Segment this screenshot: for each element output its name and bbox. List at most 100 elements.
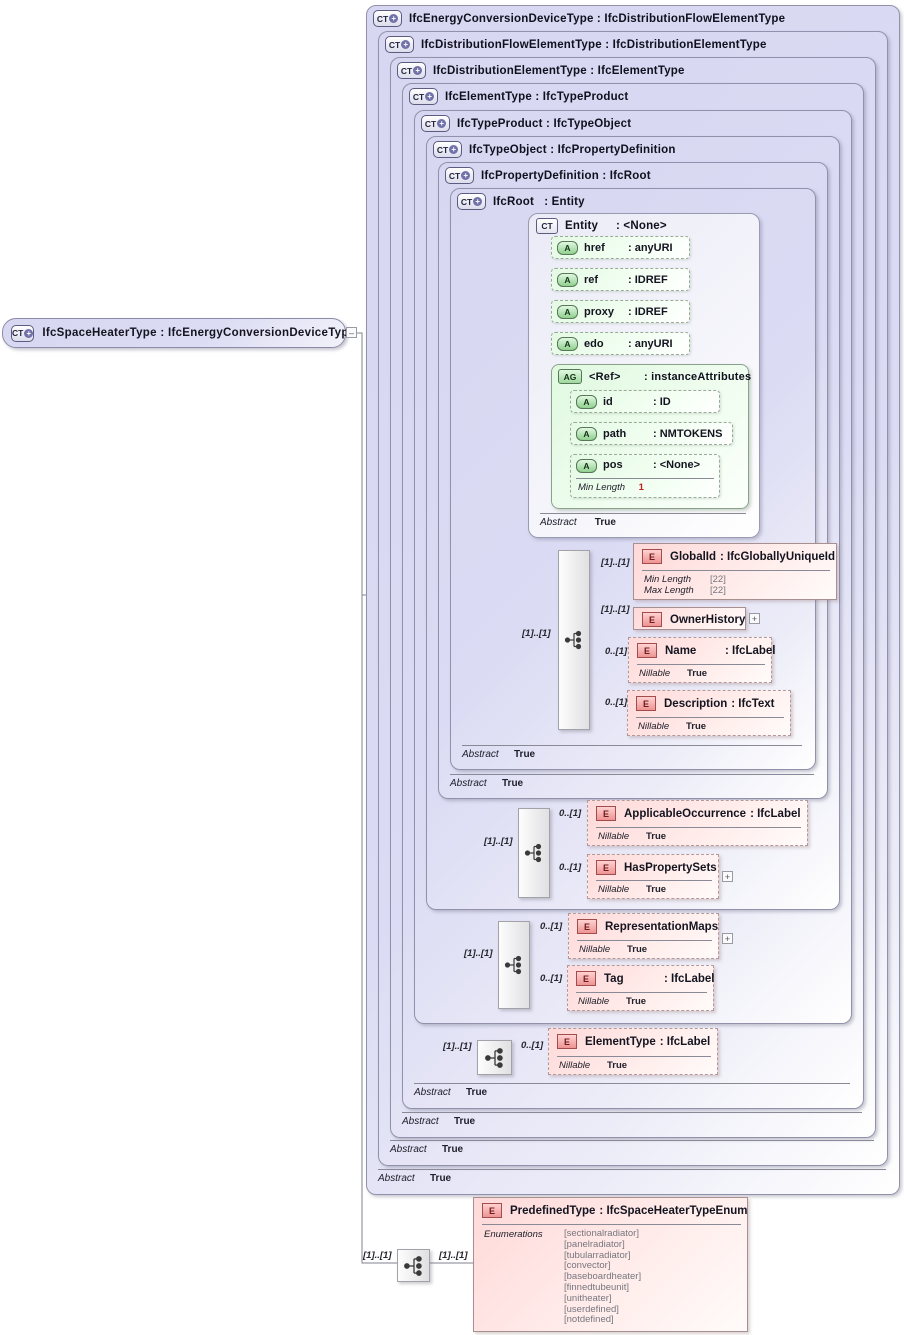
- cardinality-label: 0..[1]: [559, 862, 582, 873]
- abstract-flag-ifcdistributionflowelementtype: Abstract True: [390, 1140, 874, 1155]
- element-elementtype: E ElementType: IfcLabel Nillable True: [548, 1028, 718, 1075]
- cardinality-label: [1]..[1]: [522, 628, 551, 639]
- header-ifctypeproduct: CT + IfcTypeProduct : IfcTypeObject: [421, 115, 631, 132]
- element-haspropertysets: E HasPropertySets Nillable True: [587, 854, 719, 899]
- sequence-compositor-ifcspaceheatertype: [397, 1249, 430, 1282]
- abstract-flag-ifcroot: Abstract True: [462, 745, 802, 760]
- complextype-icon: CT +: [11, 324, 35, 342]
- enum-value: [unitheater]: [564, 1292, 612, 1304]
- cardinality-label: [1]..[1]: [601, 604, 630, 615]
- sequence-icon: [504, 955, 522, 975]
- name-nillable: Nillable True: [639, 668, 708, 679]
- globalid-maxlength: Max Length [22]: [644, 585, 726, 596]
- header-ref-group: AG <Ref> : instanceAttributes: [558, 369, 751, 384]
- header-ifcelementtype: CT + IfcElementType : IfcTypeProduct: [409, 88, 628, 105]
- element-name: E Name: IfcLabel Nillable True: [628, 637, 775, 683]
- element-icon: E: [576, 971, 596, 986]
- representationmaps-nillable: Nillable True: [579, 944, 648, 955]
- haspropertysets-nillable: Nillable True: [598, 884, 667, 895]
- collapse-button-maintype[interactable]: –: [346, 327, 357, 338]
- separator: [576, 478, 714, 479]
- cardinality-label: [1]..[1]: [363, 1250, 392, 1261]
- complextype-icon: CT +: [397, 62, 426, 79]
- enum-value: [baseboardheater]: [564, 1271, 642, 1283]
- element-icon: E: [637, 643, 657, 658]
- enum-value: [tubularradiator]: [564, 1249, 631, 1261]
- cardinality-label: [1]..[1]: [443, 1041, 472, 1052]
- enum-value: [userdefined]: [564, 1303, 619, 1315]
- sequence-compositor-ifcelementtype: [477, 1040, 512, 1075]
- plus-icon: +: [401, 40, 411, 49]
- attribute-id: A id : ID: [570, 390, 720, 413]
- attribute-path: A path : NMTOKENS: [570, 422, 733, 445]
- predefinedtype-enumerations-label: Enumerations: [484, 1229, 543, 1240]
- attribute-icon: A: [557, 240, 578, 255]
- element-icon: E: [642, 612, 662, 627]
- attribute-icon: A: [557, 272, 578, 287]
- complextype-icon: CT +: [409, 88, 438, 105]
- header-ifctypeobject: CT + IfcTypeObject : IfcPropertyDefinitio…: [433, 141, 676, 158]
- cardinality-label: 0..[1]: [540, 921, 563, 932]
- cardinality-label: 0..[1]: [540, 973, 563, 984]
- cardinality-label: 0..[1]: [605, 646, 628, 657]
- header-entity: CT Entity : <None>: [536, 218, 667, 234]
- cardinality-label: 0..[1]: [559, 808, 582, 819]
- header-ifcenergyconversiondevicetype: CT + IfcEnergyConversionDeviceType : IfcD…: [373, 10, 785, 27]
- complextype-icon: CT +: [373, 10, 402, 27]
- attribute-icon: A: [576, 426, 597, 441]
- element-icon: E: [577, 919, 597, 934]
- abstract-flag-ifcelementtype: Abstract True: [414, 1083, 850, 1098]
- sequence-compositor-ifctypeproduct: [498, 921, 530, 1009]
- element-tag: E Tag: IfcLabel Nillable True: [567, 965, 714, 1011]
- cardinality-label: 0..[1]: [605, 697, 628, 708]
- element-predefinedtype: E PredefinedType: IfcSpaceHeaterTypeEnum …: [473, 1197, 748, 1332]
- attribute-group-icon: AG: [558, 369, 582, 384]
- expand-button-haspropertysets[interactable]: +: [722, 871, 733, 882]
- sequence-icon: [564, 630, 582, 650]
- enum-value: [finnedtubeunit]: [564, 1281, 629, 1293]
- attribute-proxy: A proxy : IDREF: [551, 300, 690, 323]
- attribute-href: A href : anyURI: [551, 236, 690, 259]
- header-ifcroot: CT + IfcRoot : Entity: [457, 193, 585, 210]
- plus-icon: +: [24, 328, 34, 338]
- enum-value: [panelradiator]: [564, 1238, 625, 1250]
- sequence-icon: [403, 1255, 422, 1276]
- abstract-flag-entity: Abstract True: [540, 513, 746, 528]
- expand-button-representationmaps[interactable]: +: [722, 933, 733, 944]
- plus-icon: +: [461, 171, 471, 180]
- plus-icon: +: [413, 66, 423, 75]
- complextype-icon: CT +: [457, 193, 486, 210]
- main-type-label: IfcSpaceHeaterType : IfcEnergyConversion…: [42, 327, 356, 339]
- attribute-icon: A: [557, 336, 578, 351]
- attribute-icon: A: [576, 459, 597, 473]
- cardinality-label: [1]..[1]: [484, 836, 513, 847]
- globalid-minlength: Min Length [22]: [644, 574, 726, 585]
- element-icon: E: [642, 549, 662, 564]
- plus-icon: +: [437, 119, 447, 128]
- element-ownerhistory: E OwnerHistory: [633, 607, 746, 630]
- sequence-icon: [524, 843, 542, 863]
- main-type-box[interactable]: CT + IfcSpaceHeaterType : IfcEnergyConver…: [2, 318, 355, 348]
- plus-icon: +: [473, 197, 483, 206]
- element-representationmaps: E RepresentationMaps Nillable True: [568, 913, 719, 959]
- enum-value: [sectionalradiator]: [564, 1228, 639, 1239]
- enum-value: [convector]: [564, 1260, 611, 1272]
- description-nillable: Nillable True: [638, 721, 707, 732]
- pos-minlength: Min Length 1: [578, 482, 644, 493]
- abstract-flag-ifcpropertydefinition: Abstract True: [450, 774, 814, 789]
- plus-icon: +: [449, 145, 459, 154]
- expand-button-ownerhistory[interactable]: +: [749, 613, 760, 624]
- complextype-icon: CT +: [385, 36, 414, 53]
- header-ifcpropertydefinition: CT + IfcPropertyDefinition : IfcRoot: [445, 167, 651, 184]
- cardinality-label: 0..[1]: [521, 1040, 544, 1051]
- element-applicableoccurrence: E ApplicableOccurrence: IfcLabel Nillable…: [587, 800, 808, 846]
- element-icon: E: [596, 860, 616, 875]
- applicableoccurrence-nillable: Nillable True: [598, 831, 667, 842]
- element-description: E Description: IfcText Nillable True: [627, 690, 791, 736]
- enumeration-values: [sectionalradiator] [panelradiator] [tub…: [564, 1228, 642, 1326]
- tag-nillable: Nillable True: [578, 996, 647, 1007]
- elementtype-nillable: Nillable True: [559, 1060, 628, 1071]
- cardinality-label: [1]..[1]: [601, 557, 630, 568]
- complextype-icon: CT +: [445, 167, 474, 184]
